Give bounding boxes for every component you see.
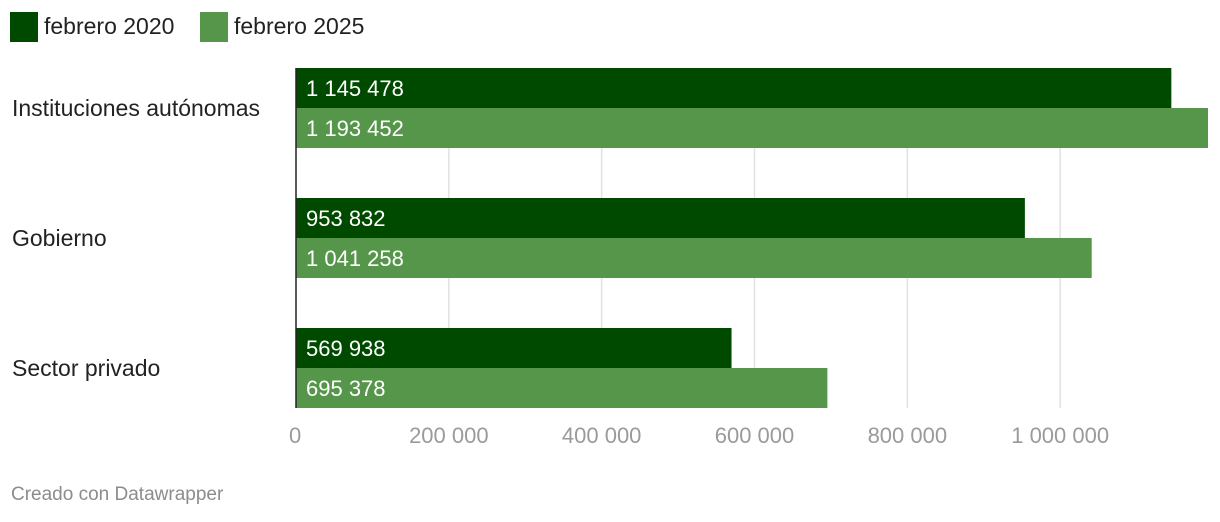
- category-label: Gobierno: [12, 225, 107, 251]
- legend-swatch: [200, 12, 228, 42]
- credit-text: Creado con Datawrapper: [11, 484, 224, 505]
- category-label: Sector privado: [12, 355, 160, 381]
- bar-value-label: 1 193 452: [306, 116, 404, 141]
- bar-series-1: [296, 198, 1025, 238]
- bar-value-label: 695 378: [306, 376, 386, 401]
- bar-series-1: [296, 328, 732, 368]
- x-tick-label: 800 000: [868, 423, 948, 448]
- x-tick-label: 0: [289, 423, 301, 448]
- bar-value-label: 1 041 258: [306, 246, 404, 271]
- bar-series-2: [296, 238, 1092, 278]
- legend-label: febrero 2025: [234, 13, 364, 39]
- bar-series-2: [296, 108, 1208, 148]
- legend-swatch: [10, 12, 38, 42]
- bar-series-2: [296, 368, 828, 408]
- bar-series-1: [296, 68, 1172, 108]
- x-tick-label: 1 000 000: [1011, 423, 1109, 448]
- legend-label: febrero 2020: [44, 13, 174, 39]
- x-tick-label: 200 000: [409, 423, 489, 448]
- bar-value-label: 953 832: [306, 206, 386, 231]
- bar-value-label: 569 938: [306, 336, 386, 361]
- bar-value-label: 1 145 478: [306, 76, 404, 101]
- x-tick-label: 600 000: [715, 423, 795, 448]
- x-tick-label: 400 000: [562, 423, 642, 448]
- category-label: Instituciones autónomas: [12, 95, 260, 121]
